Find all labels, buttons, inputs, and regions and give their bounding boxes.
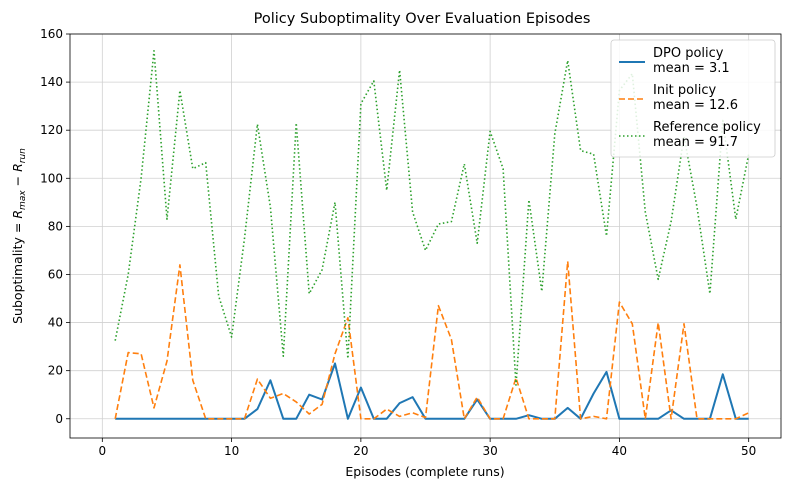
series-line-reference-policy: [114, 49, 750, 386]
y-tick-label: 40: [48, 316, 63, 330]
y-tick-label: 0: [55, 412, 63, 426]
legend-mean: mean = 3.1: [653, 61, 730, 76]
series-line-dpo-policy: [115, 362, 749, 420]
x-tick-label: 30: [482, 444, 497, 458]
y-tick-label: 60: [48, 267, 63, 281]
y-axis-label: Suboptimality = Rmax − Rrun: [10, 148, 28, 324]
x-tick-label: 20: [353, 444, 368, 458]
x-axis: 0 10 20 30 40 50: [98, 438, 756, 458]
x-tick-label: 50: [741, 444, 756, 458]
y-tick-label: 120: [40, 123, 63, 137]
y-tick-label: 20: [48, 364, 63, 378]
y-tick-label: 140: [40, 75, 63, 89]
legend-mean: mean = 12.6: [653, 98, 738, 113]
x-tick-label: 40: [612, 444, 627, 458]
plot-area: [114, 49, 750, 420]
x-axis-label: Episodes (complete runs): [345, 464, 504, 479]
legend-entry: Reference policy: [653, 120, 761, 135]
legend-mean: mean = 91.7: [653, 135, 738, 150]
legend-entry: Init policy: [653, 83, 716, 98]
plot-frame: [69, 33, 782, 439]
y-tick-label: 80: [48, 219, 63, 233]
legend-box: [610, 39, 776, 158]
chart-title: Policy Suboptimality Over Evaluation Epi…: [254, 11, 591, 27]
y-tick-label: 100: [40, 171, 63, 185]
series-line-init-policy: [114, 260, 750, 420]
x-tick-label: 10: [224, 444, 239, 458]
x-tick-label: 0: [98, 444, 106, 458]
y-tick-label: 160: [40, 27, 63, 41]
legend-entry: DPO policy: [653, 46, 724, 61]
y-axis: 0 20 40 60 80 100 120 140 160: [40, 27, 70, 426]
